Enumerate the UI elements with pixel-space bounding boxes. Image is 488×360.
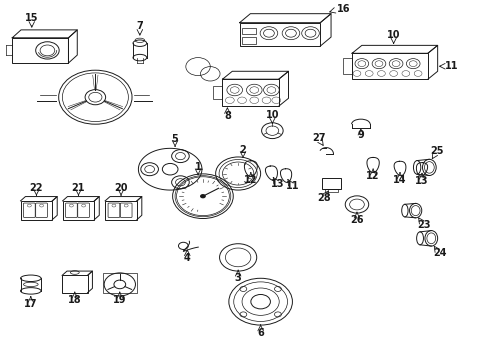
Text: 9: 9 (357, 130, 364, 140)
Text: 19: 19 (113, 295, 126, 305)
Text: 12: 12 (244, 175, 257, 185)
Text: 2: 2 (239, 145, 246, 155)
Text: 15: 15 (25, 13, 39, 23)
Text: 24: 24 (432, 248, 446, 258)
Text: 10: 10 (265, 110, 279, 120)
Text: 1: 1 (194, 162, 201, 172)
Text: 4: 4 (183, 253, 190, 264)
Text: 13: 13 (414, 176, 428, 186)
Text: 26: 26 (349, 215, 363, 225)
Text: 3: 3 (234, 273, 241, 283)
Circle shape (200, 194, 205, 198)
Text: 21: 21 (72, 183, 85, 193)
Text: 20: 20 (114, 183, 127, 193)
Text: 11: 11 (444, 61, 457, 71)
Ellipse shape (133, 54, 146, 61)
Text: 25: 25 (429, 146, 443, 156)
Text: 6: 6 (257, 328, 264, 338)
Ellipse shape (20, 288, 41, 294)
Text: 13: 13 (270, 179, 284, 189)
Text: 10: 10 (386, 30, 400, 40)
Text: 8: 8 (224, 111, 230, 121)
Text: 18: 18 (68, 295, 81, 305)
Text: 12: 12 (366, 171, 379, 181)
Text: 16: 16 (336, 4, 349, 14)
Text: 14: 14 (392, 175, 406, 185)
Text: 17: 17 (24, 299, 38, 309)
Text: 28: 28 (317, 193, 330, 203)
Text: 5: 5 (171, 134, 178, 144)
Text: 23: 23 (417, 220, 430, 230)
Text: 27: 27 (311, 133, 325, 143)
Text: 11: 11 (285, 181, 299, 191)
Text: 7: 7 (136, 21, 143, 31)
Text: 22: 22 (30, 183, 43, 193)
